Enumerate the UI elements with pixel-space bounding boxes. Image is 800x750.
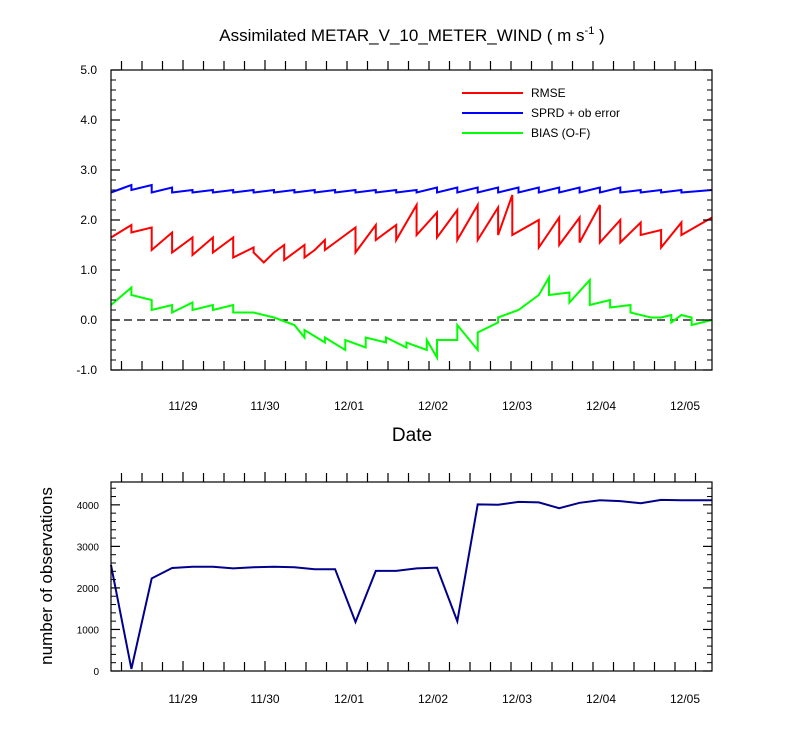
top-x-tick-label: 12/02 xyxy=(418,399,448,413)
y-tick-label: 4.0 xyxy=(80,113,97,127)
x-axis-label: Date xyxy=(392,425,432,446)
bottom-x-tick-label: 12/04 xyxy=(586,692,616,706)
bottom-axes: 4000 3000 2000 1000 0 11/29 11/30 12/01 12/02 12/… xyxy=(77,472,712,706)
top-x-tick-label: 12/01 xyxy=(334,399,364,413)
y-tick-label: 1.0 xyxy=(80,263,97,277)
top-plot-frame xyxy=(110,69,713,371)
top-x-tick-label: 12/05 xyxy=(670,399,700,413)
observations-count-line xyxy=(110,498,712,670)
chart-title: Assimilated METAR_V_10_METER_WIND ( m s-… xyxy=(219,25,604,45)
chart-title-unit-superscript: -1 xyxy=(585,25,595,37)
top-x-tick-label: 12/03 xyxy=(502,399,532,413)
top-x-tick-label: 12/04 xyxy=(586,399,616,413)
y-tick-label: -1.0 xyxy=(76,363,97,377)
bottom-x-tick-label: 11/30 xyxy=(250,692,279,706)
legend: RMSE SPRD + ob error BIAS (O-F) xyxy=(462,86,620,140)
series-line-bias-o-f xyxy=(110,273,713,362)
top-chart: Assimilated METAR_V_10_METER_WIND ( m s-… xyxy=(76,25,713,446)
series-line-rmse xyxy=(110,194,713,264)
bottom-x-tick-label: 12/01 xyxy=(334,692,364,706)
bottom-x-tick-label: 12/05 xyxy=(670,692,700,706)
y-tick-label: 0 xyxy=(93,667,99,678)
y-tick-label: 0.0 xyxy=(80,313,97,327)
bottom-plot-frame xyxy=(110,481,713,672)
chart-title-main: Assimilated METAR_V_10_METER_WIND ( m s xyxy=(219,26,584,45)
y-tick-label: 3.0 xyxy=(80,163,97,177)
y-tick-label: 4000 xyxy=(77,501,100,512)
bottom-x-tick-label: 11/29 xyxy=(168,692,197,706)
y-tick-label: 5.0 xyxy=(80,63,97,77)
series-line-sprd-ob-error xyxy=(110,183,713,194)
top-axes: 5.0 4.0 3.0 2.0 1.0 0.0 -1.0 11/29 11/30 12/01 12/… xyxy=(76,60,712,413)
top-plot-content xyxy=(110,183,713,362)
y-tick-label: 3000 xyxy=(77,542,100,553)
chart-title-close: ) xyxy=(594,26,604,45)
legend-label: BIAS (O-F) xyxy=(531,126,590,140)
bottom-x-tick-label: 12/02 xyxy=(418,692,448,706)
legend-label: SPRD + ob error xyxy=(531,106,620,120)
legend-label: RMSE xyxy=(531,86,566,100)
top-x-tick-label: 11/29 xyxy=(168,399,197,413)
bottom-x-tick-label: 12/03 xyxy=(502,692,532,706)
y-tick-label: 1000 xyxy=(77,625,100,636)
y-axis-label: number of observations xyxy=(37,487,56,665)
y-tick-label: 2.0 xyxy=(80,213,97,227)
bottom-chart: 4000 3000 2000 1000 0 11/29 11/30 12/01 12/02 12/… xyxy=(37,472,713,706)
top-x-tick-label: 11/30 xyxy=(250,399,279,413)
y-tick-label: 2000 xyxy=(77,584,100,595)
bottom-plot-content xyxy=(110,498,712,670)
